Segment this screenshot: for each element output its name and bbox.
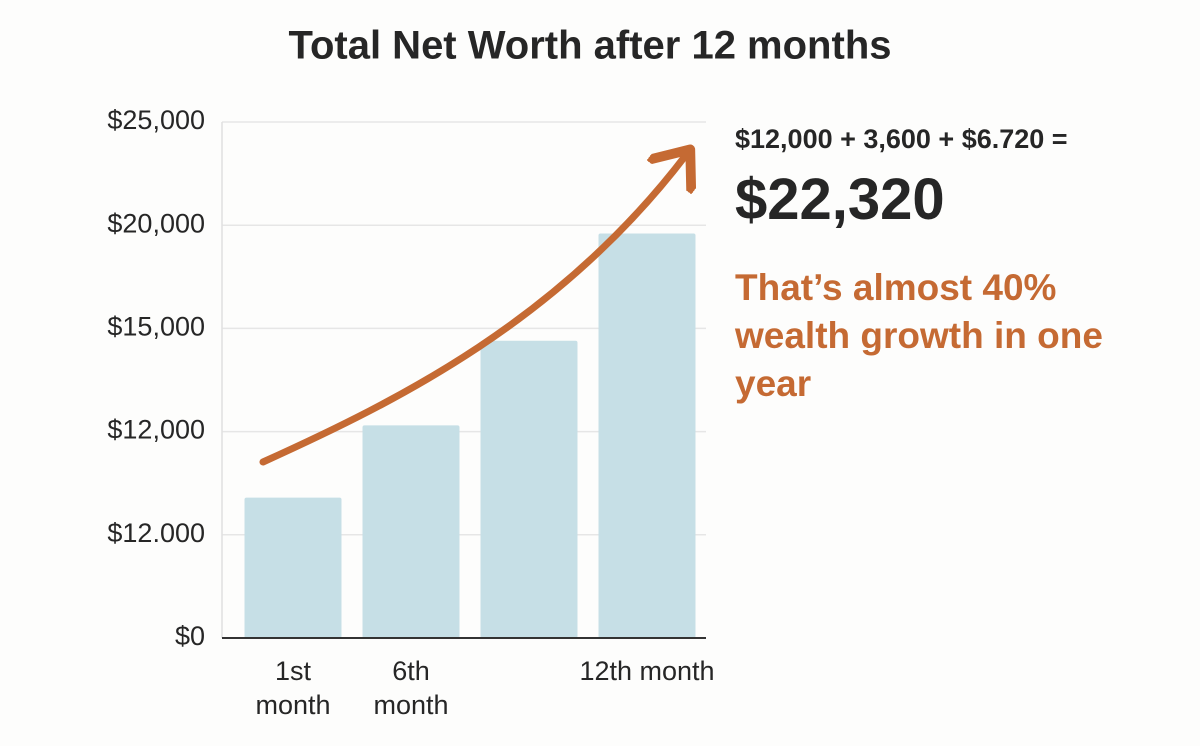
trend-arrow bbox=[259, 155, 686, 466]
y-tick-label: $0 bbox=[175, 621, 205, 651]
note: That’s almost 40% wealth growth in one y… bbox=[735, 267, 1103, 404]
y-tick-label: $25,000 bbox=[107, 105, 205, 135]
total: $22,320 bbox=[735, 167, 945, 232]
x-tick-label: 1st month bbox=[255, 656, 331, 720]
chart-title: Total Net Worth after 12 months bbox=[288, 24, 891, 68]
bar bbox=[244, 497, 342, 638]
bar bbox=[598, 233, 696, 638]
y-tick-label: $20,000 bbox=[107, 208, 205, 238]
bar bbox=[480, 340, 578, 638]
plot-area: $0 $12.000 $12,000 $15,000 $20,000 $25,000 bbox=[107, 105, 706, 651]
x-tick-label: 12th month bbox=[579, 656, 715, 686]
y-tick-label: $15,000 bbox=[107, 312, 205, 342]
bar bbox=[362, 425, 460, 638]
x-tick-label: 6th month bbox=[373, 656, 449, 720]
formula: $12,000 + 3,600 + $6.720 = bbox=[735, 124, 1068, 154]
y-tick-label: $12.000 bbox=[107, 518, 205, 548]
y-tick-label: $12,000 bbox=[107, 415, 205, 445]
